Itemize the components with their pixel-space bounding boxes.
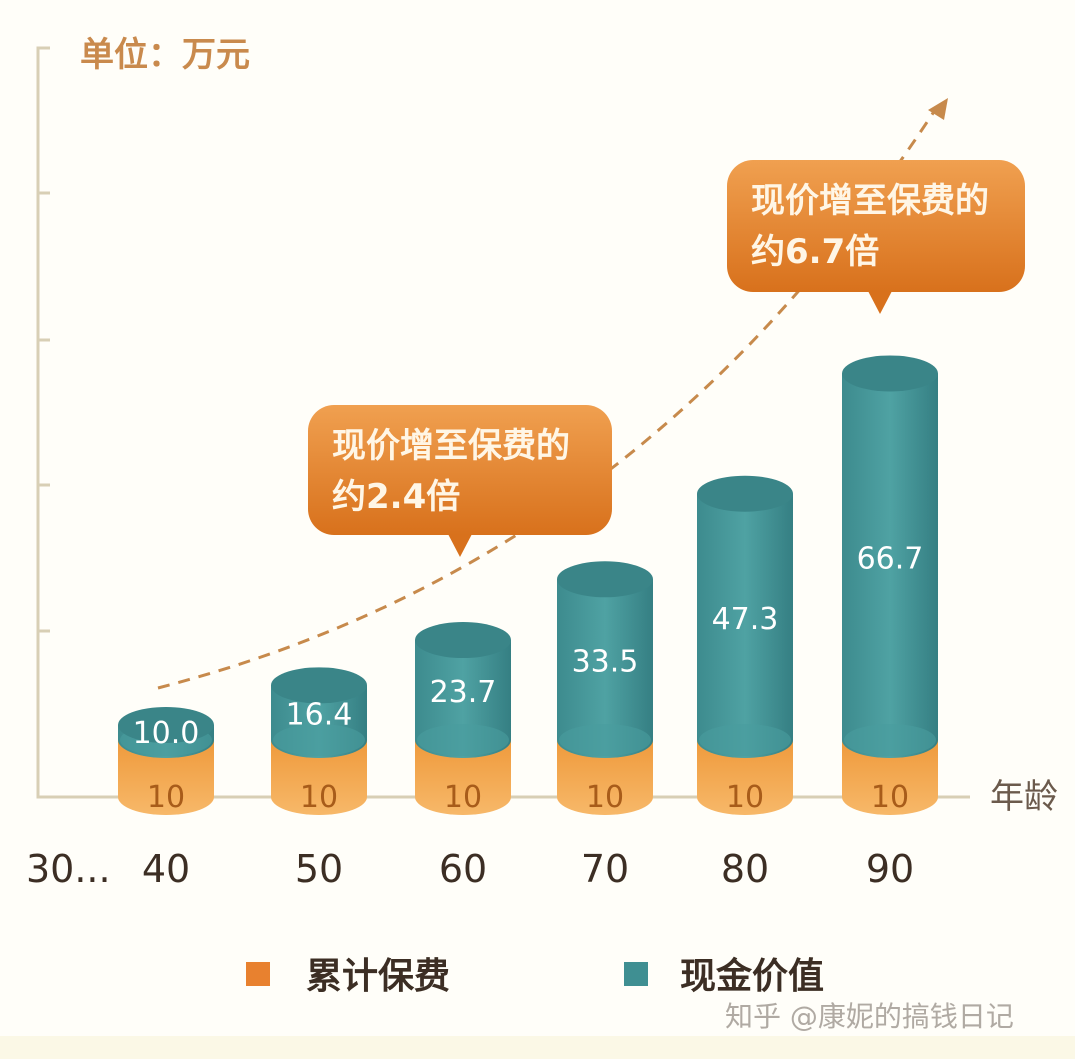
cash-value-bar-top: [118, 707, 214, 743]
x-axis-label: 年龄: [990, 777, 1058, 817]
cash-value-label: 16.4: [286, 698, 353, 733]
premium-bar: [557, 740, 653, 815]
cash-value-bar: [697, 493, 793, 758]
cash-value-bar-top: [557, 561, 653, 598]
cash-value-bar-top: [271, 667, 367, 704]
cash-value-label: 66.7: [857, 542, 924, 577]
callout-line1: 现价增至保费的: [751, 181, 989, 221]
bar-group-80: 47.3 10 80: [697, 475, 793, 891]
x-tick-label: 80: [721, 847, 769, 891]
x-prefix-label: 30...: [26, 847, 111, 891]
cash-value-bar-base: [844, 724, 936, 756]
cash-value-bar-top: [842, 355, 938, 392]
x-tick-label: 60: [439, 847, 487, 891]
legend-label-cash: 现金价值: [680, 955, 824, 997]
cash-value-bar-base: [417, 724, 509, 756]
premium-bar: [697, 740, 793, 815]
callout-pointer: [868, 291, 892, 314]
x-tick-label: 90: [866, 847, 914, 891]
premium-label: 10: [300, 780, 338, 815]
cash-value-label: 10.0: [133, 716, 200, 751]
x-tick-label: 40: [142, 847, 190, 891]
x-tick-label: 50: [295, 847, 343, 891]
cash-value-bar: [842, 373, 938, 758]
cash-value-bar-top: [415, 622, 511, 659]
cash-value-label: 47.3: [712, 602, 779, 637]
cash-value-label: 33.5: [572, 645, 639, 680]
bar-group-90: 66.7 10 90: [842, 355, 938, 891]
premium-bar: [271, 740, 367, 815]
cash-value-bar-base: [699, 724, 791, 756]
legend-label-premium: 累计保费: [306, 956, 450, 997]
watermark: 知乎 @康妮的搞钱日记: [725, 1000, 1014, 1033]
callout-line2: 约6.7倍: [751, 232, 879, 272]
premium-label: 10: [444, 780, 482, 815]
bar-group-50: 16.4 10 50: [271, 667, 367, 891]
cash-value-bar-base: [273, 724, 365, 756]
unit-label: 单位：万元: [80, 35, 250, 75]
callout-box: [308, 405, 612, 535]
arrow-head-icon: [928, 98, 948, 120]
legend-swatch-premium: [246, 962, 270, 986]
premium-label: 10: [147, 780, 185, 815]
bar-group-60: 23.7 10 60: [415, 622, 511, 891]
callout-line2: 约2.4倍: [332, 477, 460, 517]
legend: 累计保费 现金价值: [246, 955, 824, 997]
bar-group-40: 10.0 10 40: [118, 707, 214, 891]
x-tick-label: 70: [581, 847, 629, 891]
premium-bar: [118, 740, 214, 815]
bar-group-70: 33.5 10 70: [557, 561, 653, 891]
bottom-strip: [0, 1036, 1075, 1059]
premium-bar: [415, 740, 511, 815]
premium-bar: [842, 740, 938, 815]
premium-label: 10: [871, 780, 909, 815]
cash-value-bar-top: [697, 475, 793, 512]
premium-label: 10: [726, 780, 764, 815]
cash-value-bar: [557, 579, 653, 758]
legend-swatch-cash: [624, 962, 648, 986]
cash-value-bar-base: [559, 724, 651, 756]
premium-label: 10: [586, 780, 624, 815]
callout-box: [727, 160, 1025, 292]
callout-line1: 现价增至保费的: [332, 426, 570, 466]
callout-pointer: [448, 534, 472, 557]
cash-value-label: 23.7: [430, 675, 497, 710]
